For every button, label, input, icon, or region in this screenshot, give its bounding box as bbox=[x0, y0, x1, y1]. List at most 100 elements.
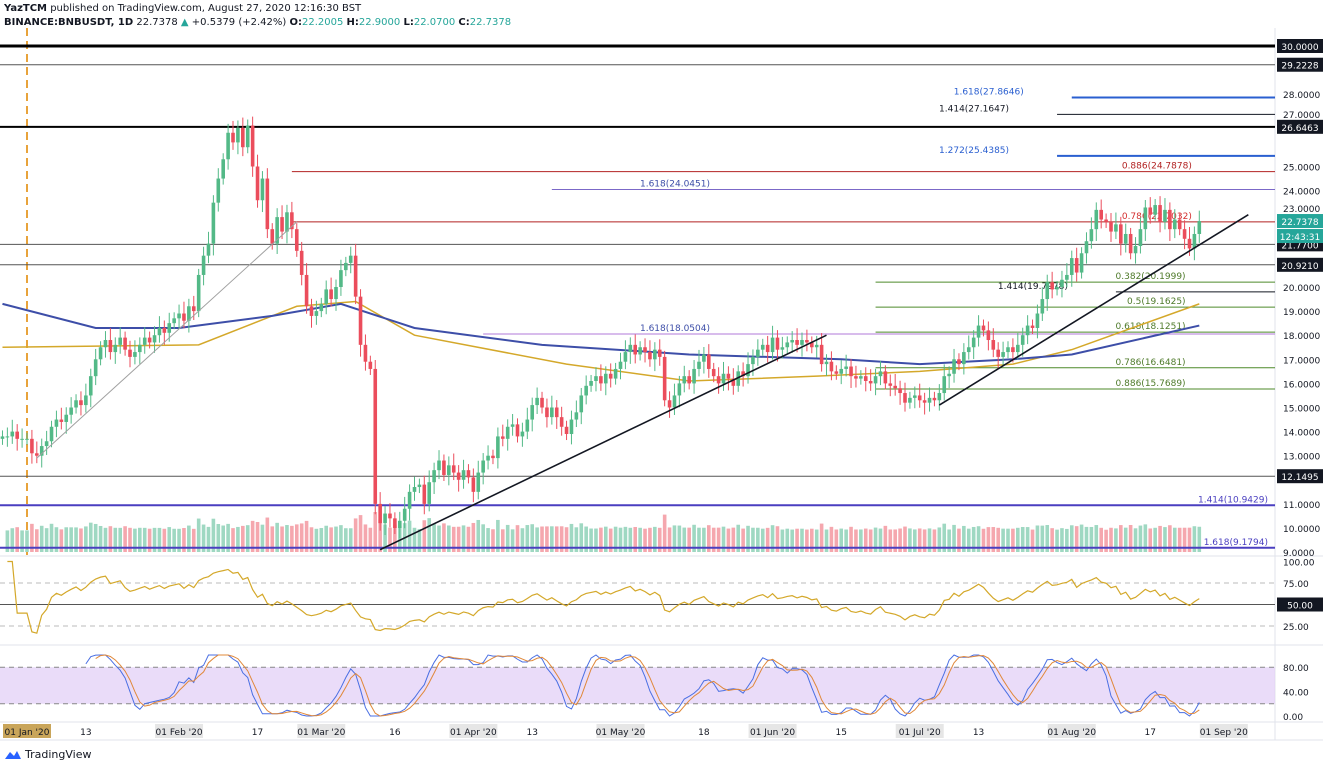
volume-bar bbox=[746, 525, 750, 552]
candle bbox=[589, 380, 593, 386]
candle bbox=[1069, 258, 1074, 275]
volume-bar bbox=[1074, 526, 1079, 552]
volume-bar bbox=[721, 526, 726, 552]
candle bbox=[564, 426, 569, 435]
volume-bar bbox=[510, 529, 515, 552]
volume-bar bbox=[775, 526, 780, 552]
volume-bar bbox=[1020, 526, 1025, 552]
candle bbox=[775, 337, 780, 350]
volume-bar bbox=[1192, 526, 1197, 552]
candle bbox=[88, 376, 93, 396]
volume-bar bbox=[417, 529, 422, 552]
candle bbox=[138, 344, 142, 353]
volume-bar bbox=[442, 523, 446, 552]
volume-bar bbox=[805, 529, 809, 552]
volume-bar bbox=[947, 529, 951, 552]
volume-bar bbox=[93, 523, 98, 552]
candle bbox=[206, 243, 211, 256]
volume-bar bbox=[795, 528, 799, 552]
symbol[interactable]: BINANCE:BNBUSDT, 1D bbox=[4, 17, 134, 28]
volume-bar bbox=[834, 529, 839, 552]
candle bbox=[182, 313, 186, 321]
candle bbox=[481, 460, 485, 473]
candle bbox=[805, 340, 809, 343]
candle bbox=[201, 255, 206, 275]
volume-bar bbox=[304, 520, 309, 552]
price-tick: 27.0000 bbox=[1283, 111, 1320, 121]
candle bbox=[250, 125, 255, 167]
volume-bar bbox=[373, 512, 378, 552]
candle bbox=[618, 361, 623, 369]
candle bbox=[44, 441, 49, 447]
candle bbox=[922, 400, 927, 403]
volume-bar bbox=[672, 525, 677, 552]
candle bbox=[162, 327, 167, 333]
candle bbox=[1050, 282, 1054, 290]
candle bbox=[623, 352, 628, 362]
time-tick-bg bbox=[155, 724, 204, 738]
time-tick: 01 Jul '20 bbox=[899, 728, 941, 738]
price-tick: 28.0000 bbox=[1283, 91, 1320, 101]
candle bbox=[1177, 219, 1182, 230]
candle bbox=[1001, 352, 1005, 357]
volume-bar bbox=[1153, 527, 1157, 552]
countdown-badge-text: 12:43:31 bbox=[1280, 233, 1320, 243]
time-tick-bg bbox=[1047, 724, 1096, 738]
candle bbox=[952, 359, 956, 374]
volume-bar bbox=[554, 526, 559, 552]
candle bbox=[834, 371, 839, 374]
volume-bar bbox=[839, 528, 844, 552]
candle bbox=[442, 460, 446, 475]
volume-bar bbox=[211, 518, 216, 552]
volume-bar bbox=[471, 522, 476, 552]
volume-bar bbox=[358, 515, 363, 552]
price-tick: 15.0000 bbox=[1283, 405, 1320, 415]
tradingview-logo[interactable]: TradingView bbox=[4, 748, 91, 761]
candle bbox=[466, 470, 471, 478]
volume-bar bbox=[447, 525, 451, 552]
candle bbox=[599, 376, 603, 384]
volume-bar bbox=[456, 526, 461, 552]
candle bbox=[49, 426, 54, 442]
candle bbox=[1099, 209, 1103, 220]
candle bbox=[878, 371, 883, 377]
fib-level-label: 1.414(19.7978) bbox=[998, 282, 1068, 292]
volume-bar bbox=[1079, 524, 1084, 552]
candle bbox=[1187, 238, 1192, 249]
trendline bbox=[36, 221, 298, 459]
volume-bar bbox=[241, 525, 245, 552]
volume-bar bbox=[520, 528, 525, 552]
candle bbox=[113, 344, 118, 353]
tradingview-cloud-icon bbox=[5, 751, 21, 759]
candle bbox=[726, 373, 731, 379]
volume-bar bbox=[35, 529, 39, 552]
volume-bar bbox=[348, 528, 353, 552]
volume-bar bbox=[1128, 524, 1133, 552]
volume-bar bbox=[550, 526, 554, 552]
volume-bar bbox=[378, 519, 382, 552]
volume-bar bbox=[657, 527, 662, 552]
ma-yellow-line bbox=[2, 300, 1200, 382]
candle bbox=[226, 132, 230, 160]
volume-bar bbox=[844, 529, 848, 552]
candle bbox=[966, 347, 971, 353]
volume-bar bbox=[559, 526, 564, 552]
volume-bar bbox=[187, 525, 191, 552]
candle bbox=[937, 393, 942, 401]
candle bbox=[579, 395, 584, 413]
volume-bar bbox=[1035, 525, 1040, 552]
candle bbox=[716, 376, 721, 384]
candle bbox=[1006, 347, 1010, 353]
close-label: C: bbox=[458, 17, 470, 28]
volume-bar bbox=[1104, 529, 1108, 552]
time-tick-bg bbox=[449, 724, 498, 738]
candle bbox=[35, 453, 39, 456]
candle bbox=[731, 378, 736, 386]
volume-bar bbox=[711, 527, 716, 552]
candle bbox=[177, 313, 181, 319]
volume-bar bbox=[314, 528, 319, 552]
volume-bar bbox=[177, 528, 181, 552]
volume-bar bbox=[1143, 524, 1148, 552]
candle bbox=[1182, 229, 1187, 239]
